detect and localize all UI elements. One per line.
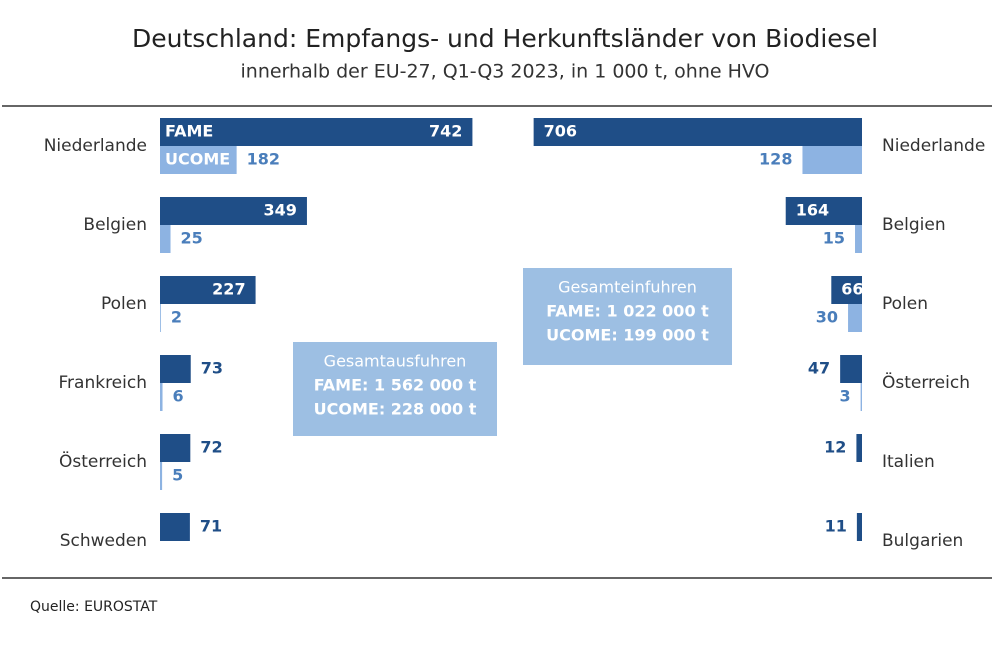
- category-label: Österreich: [882, 371, 970, 393]
- value-label: 742: [429, 122, 462, 141]
- category-label: Frankreich: [59, 373, 148, 393]
- category-label: Österreich: [59, 450, 147, 472]
- value-label: 73: [201, 359, 223, 378]
- value-label: 72: [200, 438, 222, 457]
- value-label: 66: [841, 280, 863, 299]
- category-label: Italien: [882, 452, 935, 472]
- category-label: Polen: [101, 294, 147, 314]
- bar: [160, 304, 161, 332]
- category-label: Polen: [882, 294, 928, 314]
- value-label: 227: [212, 280, 245, 299]
- value-label: 25: [181, 229, 203, 248]
- bar: [860, 383, 862, 411]
- value-label: 706: [544, 122, 577, 141]
- bar: [160, 197, 307, 225]
- bar: [533, 118, 862, 146]
- bar: [785, 197, 862, 225]
- source: Quelle: EUROSTAT: [30, 599, 158, 615]
- bar: [160, 434, 191, 462]
- value-label: 6: [173, 387, 184, 406]
- value-label: 5: [172, 466, 183, 485]
- bar: [160, 355, 191, 383]
- legend-label: FAME: [165, 122, 213, 141]
- annotation-line: UCOME: 228 000 t: [314, 400, 477, 419]
- chart-subtitle: innerhalb der EU-27, Q1-Q3 2023, in 1 00…: [241, 61, 770, 83]
- category-label: Belgien: [882, 215, 946, 235]
- bar: [160, 276, 256, 304]
- value-label: 182: [247, 150, 280, 169]
- value-label: 12: [824, 438, 846, 457]
- value-label: 47: [808, 359, 830, 378]
- bar: [802, 146, 862, 174]
- bar: [856, 434, 862, 462]
- annotation-box: [293, 342, 497, 436]
- bar: [160, 118, 473, 146]
- value-label: 164: [796, 201, 829, 220]
- bar: [160, 383, 163, 411]
- category-label: Schweden: [60, 531, 147, 551]
- annotation-box: [523, 268, 732, 365]
- bar: [856, 513, 862, 541]
- bar: [840, 355, 862, 383]
- annotation-line: FAME: 1 562 000 t: [314, 376, 477, 395]
- value-label: 71: [200, 517, 222, 536]
- bar: [831, 276, 862, 304]
- annotation-title: Gesamteinfuhren: [558, 278, 697, 297]
- value-label: 15: [823, 229, 845, 248]
- value-label: 2: [171, 308, 182, 327]
- chart-title: Deutschland: Empfangs- und Herkunftsländ…: [132, 24, 878, 53]
- bar: [855, 225, 862, 253]
- bar: [160, 513, 190, 541]
- category-label: Niederlande: [44, 136, 147, 156]
- value-label: 3: [839, 387, 850, 406]
- bar: [160, 225, 171, 253]
- category-label: Bulgarien: [882, 531, 963, 551]
- category-label: Niederlande: [882, 136, 985, 156]
- value-label: 349: [264, 201, 297, 220]
- annotation-line: FAME: 1 022 000 t: [546, 302, 709, 321]
- annotation-title: Gesamtausfuhren: [324, 352, 467, 371]
- annotation-line: UCOME: 199 000 t: [546, 326, 709, 345]
- value-label: 30: [816, 308, 838, 327]
- value-label: 128: [759, 150, 792, 169]
- category-label: Belgien: [83, 215, 147, 235]
- bar: [160, 146, 237, 174]
- legend-label: UCOME: [165, 150, 230, 169]
- bar: [848, 304, 862, 332]
- bar: [160, 462, 163, 490]
- value-label: 11: [825, 517, 847, 536]
